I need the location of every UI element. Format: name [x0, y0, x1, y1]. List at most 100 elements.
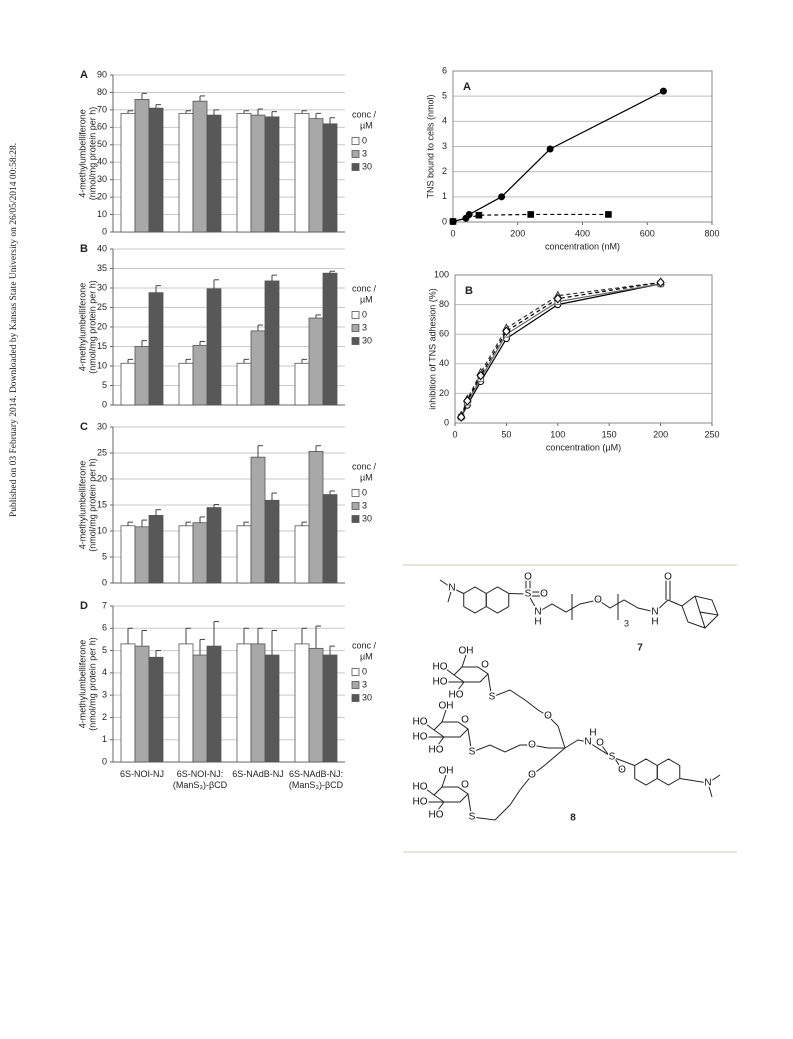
bond [656, 758, 681, 786]
error-bar [257, 324, 263, 331]
bar [308, 317, 324, 406]
y-tick-label: 30 [97, 174, 107, 184]
error-bar [301, 358, 307, 364]
y-tick-label: 15 [97, 499, 107, 509]
atom-label: HO [433, 677, 448, 688]
bar [294, 362, 310, 406]
marker [527, 211, 535, 218]
atom-label: HO [413, 732, 428, 743]
atom-label: HO [429, 810, 444, 821]
y-tick-label: 60 [97, 122, 107, 132]
bar [120, 112, 136, 233]
panel-label: D [80, 600, 88, 612]
atom-label: N [448, 583, 455, 594]
error-bar [271, 492, 277, 501]
error-bar [271, 630, 277, 656]
legend-title: conc / [352, 640, 377, 650]
bond [491, 689, 566, 749]
bond [634, 758, 658, 786]
y-tick-label: 5 [102, 551, 107, 561]
y-axis-label: 4-methylumbelliferone [77, 283, 87, 372]
y-tick-label: 4 [442, 116, 447, 126]
bar [322, 494, 338, 584]
y-tick-label: 40 [97, 157, 107, 167]
x-tick-label: 100 [550, 429, 565, 439]
y-tick-label: 20 [97, 191, 107, 201]
bar [250, 114, 266, 233]
atom-label: O [594, 595, 602, 606]
series-line [452, 213, 609, 223]
bond [527, 593, 683, 613]
legend-swatch [351, 150, 360, 158]
atom-label: O [664, 572, 672, 583]
x-axis-label: concentration (µM) [546, 442, 621, 452]
atom-label: OH [459, 646, 474, 657]
legend-label: 3 [362, 322, 367, 332]
x-tick-label: 6S-NAdB-NJ: (ManS₃)-βCD [289, 769, 344, 790]
x-tick-label: 6S-NOI-NJ: (ManS₃)-βCD [173, 769, 228, 790]
bar [134, 99, 150, 233]
bond [461, 654, 467, 668]
bar [250, 456, 266, 584]
y-tick-label: 7 [102, 600, 107, 610]
bar [148, 656, 164, 763]
error-bar [301, 110, 307, 114]
bond [457, 681, 465, 691]
legend-swatch [351, 324, 360, 332]
bar [148, 107, 164, 233]
y-tick-label: 0 [442, 216, 447, 226]
x-tick-label: 250 [704, 429, 719, 439]
error-bar [271, 274, 277, 281]
bar [308, 451, 324, 584]
marker [546, 145, 554, 153]
error-bar [127, 110, 133, 114]
bar [178, 643, 194, 763]
y-tick-label: 25 [97, 302, 107, 312]
plot-frame [452, 70, 713, 223]
error-bar [199, 340, 205, 346]
atom-label: S [469, 812, 476, 823]
bar [236, 112, 252, 233]
error-bar [315, 112, 321, 119]
bar [236, 643, 252, 763]
legend-title: µM [360, 294, 373, 304]
y-axis-label: TNS bound to cells (nmol) [425, 94, 435, 198]
error-bar [155, 285, 161, 293]
x-tick-label: 0 [452, 429, 457, 439]
bar [264, 116, 280, 233]
y-tick-label: 10 [97, 525, 107, 535]
plot-frame [454, 274, 713, 424]
error-bar [141, 340, 147, 347]
legend-swatch [351, 311, 360, 319]
error-bar [213, 503, 219, 508]
y-tick-label: 0 [102, 399, 107, 409]
y-tick-label: 50 [97, 139, 107, 149]
marker [449, 218, 457, 225]
atom-label: N [651, 607, 658, 618]
error-bar [199, 638, 205, 656]
marker [463, 396, 472, 406]
atom-label: HO [433, 662, 448, 673]
error-bar [213, 109, 219, 116]
bar [206, 114, 222, 233]
y-axis-label: (nmol/mg protein per h) [87, 280, 97, 374]
atom-label: HO [413, 717, 428, 728]
atom-label: OH [439, 766, 454, 777]
legend-label: 30 [362, 161, 372, 171]
bond [467, 793, 472, 814]
x-tick-label: 6S-NOI-NJ [120, 769, 164, 779]
error-bar [329, 645, 335, 656]
panel-label: B [465, 285, 473, 297]
y-tick-label: 1 [102, 734, 107, 744]
x-tick-label: 50 [501, 429, 511, 439]
y-tick-label: 0 [444, 417, 449, 427]
legend-swatch [351, 489, 360, 497]
legend-label: 30 [362, 513, 372, 523]
error-bar [155, 104, 161, 109]
bar [322, 654, 338, 763]
y-tick-label: 3 [442, 141, 447, 151]
x-tick-label: 0 [450, 228, 455, 238]
series-line [452, 90, 664, 223]
legend-label: 30 [362, 335, 372, 345]
